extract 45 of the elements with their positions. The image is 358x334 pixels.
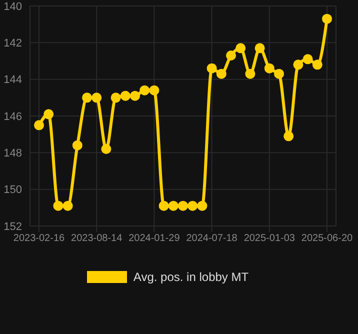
point — [293, 60, 304, 70]
legend-label: Avg. pos. in lobby MT — [133, 270, 249, 284]
point — [158, 200, 169, 211]
point — [302, 54, 313, 64]
x-tick-label: 2024-07-18 — [186, 233, 238, 244]
point — [226, 50, 236, 60]
point — [72, 140, 82, 150]
point — [188, 200, 198, 211]
point — [101, 144, 112, 154]
point — [130, 90, 140, 101]
point — [92, 92, 102, 103]
point — [120, 90, 130, 101]
x-tick-label: 2023-02-16 — [13, 233, 66, 244]
point — [206, 63, 217, 74]
point — [34, 120, 44, 130]
x-tick-label: 2025-01-03 — [244, 233, 296, 244]
x-tick-label: 2024-01-29 — [128, 233, 180, 244]
y-tick-label: 142 — [4, 38, 22, 50]
point — [322, 14, 332, 24]
y-tick-label: 148 — [4, 148, 22, 160]
point — [274, 68, 284, 79]
point — [245, 68, 256, 79]
point — [82, 92, 92, 103]
point — [216, 68, 226, 79]
y-tick-label: 146 — [4, 110, 22, 123]
point — [140, 85, 150, 96]
point — [149, 85, 160, 96]
point — [197, 200, 208, 211]
point — [284, 131, 294, 142]
y-tick-label: 144 — [4, 74, 22, 86]
point — [254, 43, 265, 54]
x-tick-label: 2025-06-20 — [301, 233, 354, 244]
point — [110, 92, 121, 103]
y-tick-label: 140 — [4, 0, 22, 13]
point — [236, 43, 246, 54]
point — [178, 200, 188, 211]
point — [312, 60, 322, 70]
point — [62, 200, 73, 211]
point — [168, 200, 178, 211]
point — [264, 63, 274, 74]
x-tick-label: 2023-08-14 — [71, 233, 123, 244]
y-tick-label: 152 — [4, 220, 22, 233]
point — [53, 200, 64, 211]
point — [44, 109, 54, 120]
y-tick-label: 150 — [4, 184, 22, 196]
